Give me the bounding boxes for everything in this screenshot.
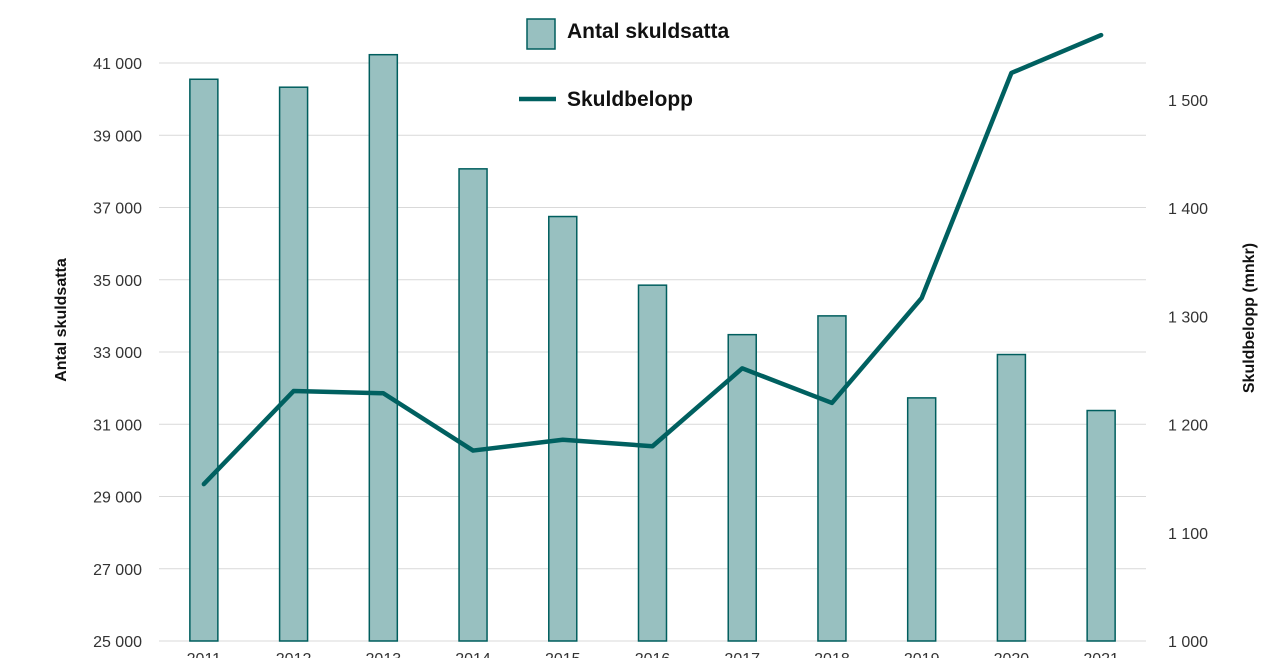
- bar: [996, 353, 1027, 642]
- right-tick-label: 1 400: [1168, 201, 1208, 218]
- bar: [817, 315, 847, 642]
- x-tick-label: 2020: [994, 651, 1030, 658]
- right-tick-label: 1 200: [1168, 418, 1208, 435]
- left-tick-label: 35 000: [93, 273, 142, 290]
- right-tick-label: 1 300: [1168, 309, 1208, 326]
- x-tick-label: 2021: [1083, 651, 1119, 658]
- right-axis-ticks: 1 000 1 100 1 200 1 300 1 400 1 500: [1168, 93, 1208, 651]
- left-tick-label: 37 000: [93, 201, 142, 218]
- x-tick-label: 2011: [187, 651, 222, 658]
- legend-bar-swatch: [526, 18, 556, 50]
- legend: Antal skuldsatta Skuldbelopp: [519, 18, 730, 111]
- left-tick-label: 33 000: [93, 345, 142, 362]
- line-series: [201, 32, 1104, 487]
- left-axis-title: Antal skuldsatta: [53, 258, 70, 382]
- bar: [727, 333, 757, 642]
- x-axis-ticks: 2011 2012 2013 2014 2015 2016 2017 2018 2019 2020…: [187, 651, 1119, 658]
- bars: [189, 53, 1116, 642]
- left-axis-ticks: 25 000 27 000 29 000 31 000 33 000 35 000 37 0…: [93, 56, 142, 651]
- x-tick-label: 2016: [635, 651, 671, 658]
- right-tick-label: 1 500: [1168, 93, 1208, 110]
- right-axis-title: Skuldbelopp (mnkr): [1241, 243, 1258, 393]
- x-tick-label: 2013: [366, 651, 402, 658]
- bar: [458, 168, 488, 642]
- x-tick-label: 2017: [724, 651, 760, 658]
- x-tick-label: 2018: [814, 651, 850, 658]
- left-tick-label: 39 000: [93, 128, 142, 145]
- x-tick-label: 2015: [545, 651, 581, 658]
- left-tick-label: 25 000: [93, 634, 142, 651]
- left-tick-label: 27 000: [93, 562, 142, 579]
- bar: [189, 78, 219, 642]
- right-tick-label: 1 100: [1168, 526, 1208, 543]
- bar: [278, 86, 309, 642]
- x-tick-label: 2019: [904, 651, 940, 658]
- bar: [637, 284, 668, 642]
- legend-bar-label: Antal skuldsatta: [567, 20, 730, 43]
- bar: [548, 215, 578, 642]
- bar: [368, 53, 399, 642]
- left-tick-label: 31 000: [93, 417, 142, 434]
- left-tick-label: 41 000: [93, 56, 142, 73]
- bar: [1086, 409, 1116, 642]
- legend-line-label: Skuldbelopp: [567, 88, 693, 111]
- left-tick-label: 29 000: [93, 490, 142, 507]
- bar: [906, 397, 937, 642]
- right-tick-label: 1 000: [1168, 634, 1208, 651]
- x-tick-label: 2012: [276, 651, 312, 658]
- x-tick-label: 2014: [455, 651, 491, 658]
